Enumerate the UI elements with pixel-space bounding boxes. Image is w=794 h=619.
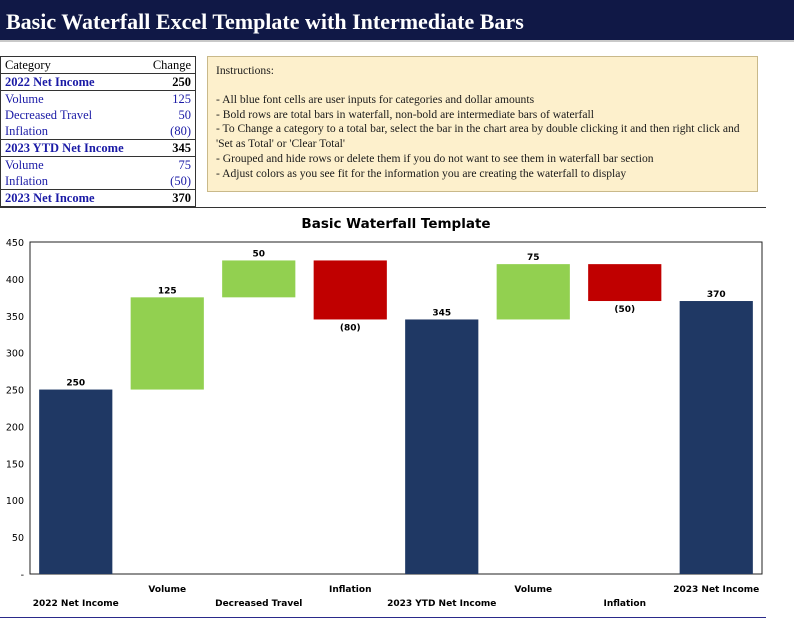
header-change: Change [143, 56, 196, 74]
change-cell[interactable]: 75 [178, 158, 192, 172]
table-row: Decreased Travel 50 [1, 107, 196, 123]
title-bar: Basic Waterfall Excel Template with Inte… [0, 0, 794, 42]
waterfall-bar[interactable] [588, 264, 662, 302]
x-category-label: 2023 Net Income [673, 585, 759, 595]
change-cell[interactable]: 345 [143, 139, 196, 157]
category-cell[interactable]: Inflation [5, 124, 49, 138]
waterfall-bar[interactable] [405, 319, 479, 574]
category-cell[interactable]: Volume [5, 158, 44, 172]
data-label: 50 [252, 249, 265, 259]
x-category-label: Decreased Travel [215, 599, 302, 609]
table-row: Inflation (80) [1, 123, 196, 140]
page-title: Basic Waterfall Excel Template with Inte… [6, 9, 524, 34]
change-cell[interactable]: 50 [178, 108, 192, 122]
table-row: Volume 125 [1, 91, 196, 108]
table-row: 2022 Net Income 250 [0, 73, 196, 91]
change-cell[interactable]: (80) [170, 124, 191, 138]
x-category-label: 2023 YTD Net Income [387, 599, 496, 609]
waterfall-bar[interactable] [313, 260, 387, 320]
instructions-lines: - All blue font cells are user inputs fo… [216, 93, 749, 182]
table-body: 2022 Net Income 250 Volume 125 Decreased Tra… [0, 73, 196, 207]
table-row: 2023 Net Income 370 [0, 189, 196, 207]
change-cell[interactable]: 125 [172, 92, 191, 106]
instruction-line: - All blue font cells are user inputs fo… [216, 92, 535, 106]
chart-title: Basic Waterfall Template [301, 216, 490, 232]
x-category-label: Volume [148, 585, 186, 595]
y-tick-label: 200 [6, 422, 24, 433]
x-category-label: Inflation [329, 585, 371, 595]
y-tick-label: 50 [12, 533, 24, 544]
data-label: 250 [66, 379, 85, 389]
category-cell[interactable]: Volume [5, 92, 44, 106]
data-label: 125 [158, 286, 177, 296]
instruction-line: - Grouped and hide rows or delete them i… [216, 151, 654, 165]
y-tick-label: 450 [6, 238, 24, 249]
category-cell[interactable]: 2022 Net Income [0, 73, 144, 91]
y-tick-label: - [21, 570, 24, 581]
y-tick-label: 250 [6, 386, 24, 397]
y-tick-label: 100 [6, 496, 24, 507]
x-category-label: 2022 Net Income [33, 599, 119, 609]
category-cell[interactable]: Decreased Travel [5, 108, 93, 122]
waterfall-bar[interactable] [679, 301, 753, 574]
data-label: (50) [614, 305, 635, 315]
plot-frame [29, 241, 763, 575]
category-cell[interactable]: Inflation [5, 174, 49, 188]
change-cell[interactable]: 370 [143, 189, 196, 207]
change-cell[interactable]: (50) [170, 174, 191, 188]
y-tick-label: 400 [6, 275, 24, 286]
instruction-line: - Bold rows are total bars in waterfall,… [216, 107, 594, 121]
data-label: 370 [707, 290, 726, 300]
x-category-label: Volume [514, 585, 552, 595]
x-category-label: Inflation [604, 599, 646, 609]
waterfall-bar[interactable] [222, 260, 296, 298]
y-tick-label: 150 [6, 459, 24, 470]
data-label: 345 [432, 308, 451, 318]
instructions-box: Instructions: - All blue font cells are … [207, 56, 758, 192]
section-divider [0, 207, 766, 208]
change-cell[interactable]: 250 [143, 73, 196, 91]
input-table: Category Change 2022 Net Income 250 Volume… [0, 56, 196, 207]
table-row: Inflation (50) [1, 173, 196, 190]
category-cell[interactable]: 2023 Net Income [0, 189, 144, 207]
instruction-line: - Adjust colors as you see fit for the i… [216, 166, 627, 180]
table-row: 2023 YTD Net Income 345 [0, 139, 196, 157]
y-tick-label: 300 [6, 349, 24, 360]
waterfall-bar[interactable] [39, 389, 113, 574]
instruction-line: - To Change a category to a total bar, s… [216, 122, 740, 151]
bottom-divider [0, 617, 766, 618]
table-row: Volume 75 [1, 157, 196, 174]
data-label: 75 [527, 253, 540, 263]
table-header-row: Category Change [0, 56, 196, 74]
category-cell[interactable]: 2023 YTD Net Income [0, 139, 144, 157]
waterfall-bar[interactable] [496, 264, 570, 320]
data-label: (80) [340, 323, 361, 333]
waterfall-bar[interactable] [130, 297, 204, 390]
y-tick-label: 350 [6, 312, 24, 323]
instructions-heading: Instructions: [216, 64, 274, 77]
waterfall-chart[interactable]: Basic Waterfall Template - 50 100 150 200 250 3… [0, 208, 794, 613]
header-category: Category [0, 56, 144, 74]
